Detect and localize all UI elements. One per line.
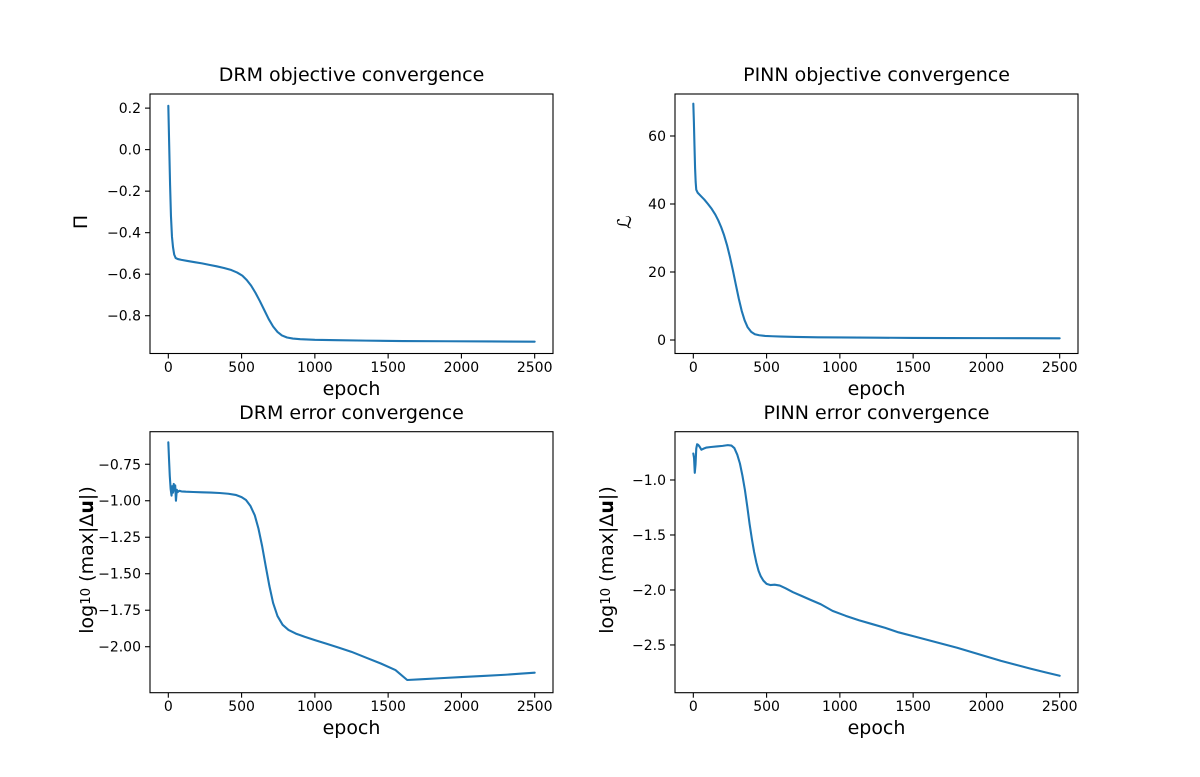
x-tick-label: 2000 <box>969 360 1005 376</box>
y-tick-label: 40 <box>648 197 666 213</box>
y-tick-label: 0 <box>657 333 666 349</box>
x-tick-label: 2500 <box>1042 699 1078 715</box>
y-tick-label: −1.00 <box>98 494 141 510</box>
y-tick-label: −0.2 <box>107 184 141 200</box>
x-tick-label: 0 <box>689 360 698 376</box>
subplot-drm-error: 0 500 1000 1500 2000 2500 −0.75 −1.00 −1.25 −1.50… <box>98 431 554 715</box>
x-tick-label: 500 <box>228 699 255 715</box>
y-tick-label: −2.5 <box>632 638 666 654</box>
axes-frame <box>149 93 554 355</box>
series-line-pinn-error <box>692 443 1061 677</box>
x-tick-label: 1500 <box>895 360 931 376</box>
x-tick-label: 500 <box>228 360 255 376</box>
y-tick-label: −2.0 <box>632 583 666 599</box>
x-tick-label: 1000 <box>297 360 333 376</box>
subplot-pinn-objective: 0 500 1000 1500 2000 2500 0 20 40 60 <box>648 93 1079 376</box>
y-tick-label: 60 <box>648 129 666 145</box>
y-tick-label: −0.8 <box>107 309 141 325</box>
y-tick-label: −2.00 <box>98 640 141 656</box>
x-tick-label: 1500 <box>370 699 406 715</box>
axes-frame <box>674 431 1079 694</box>
x-tick-label: 1000 <box>822 699 858 715</box>
y-tick-label: −0.6 <box>107 267 141 283</box>
y-tick-label: −1.50 <box>98 567 141 583</box>
series-line-drm-objective <box>167 104 536 343</box>
x-tick-label: 2000 <box>444 699 480 715</box>
x-tick-label: 2500 <box>517 699 553 715</box>
y-tick-label: 20 <box>648 265 666 281</box>
series-line-pinn-objective <box>692 102 1061 340</box>
x-tick-label: 0 <box>689 699 698 715</box>
x-tick-label: 1000 <box>822 360 858 376</box>
x-tick-label: 2500 <box>517 360 553 376</box>
y-tick-label: −1.0 <box>632 473 666 489</box>
series-line-drm-error <box>167 441 536 682</box>
x-tick-label: 1500 <box>895 699 931 715</box>
y-tick-label: −1.25 <box>98 530 141 546</box>
x-tick-label: 2500 <box>1042 360 1078 376</box>
y-tick-label: −1.75 <box>98 603 141 619</box>
y-tick-label: −0.75 <box>98 457 141 473</box>
axes-frame <box>674 93 1079 355</box>
x-tick-label: 1000 <box>297 699 333 715</box>
subplot-drm-objective: 0 500 1000 1500 2000 2500 0.2 0.0 −0.2 −0.4 −0.6 −0… <box>107 93 554 376</box>
y-tick-label: 0.2 <box>119 101 141 117</box>
axes-frame <box>149 431 554 694</box>
x-tick-label: 500 <box>753 699 780 715</box>
subplot-pinn-error: 0 500 1000 1500 2000 2500 −1.0 −1.5 −2.0 −2.5 <box>632 431 1079 715</box>
y-tick-label: −1.5 <box>632 528 666 544</box>
x-tick-label: 2000 <box>969 699 1005 715</box>
x-tick-label: 0 <box>164 360 173 376</box>
y-tick-label: −0.4 <box>107 226 141 242</box>
x-tick-label: 500 <box>753 360 780 376</box>
x-tick-label: 0 <box>164 699 173 715</box>
x-tick-label: 1500 <box>370 360 406 376</box>
y-tick-label: 0.0 <box>119 143 141 159</box>
x-tick-label: 2000 <box>444 360 480 376</box>
